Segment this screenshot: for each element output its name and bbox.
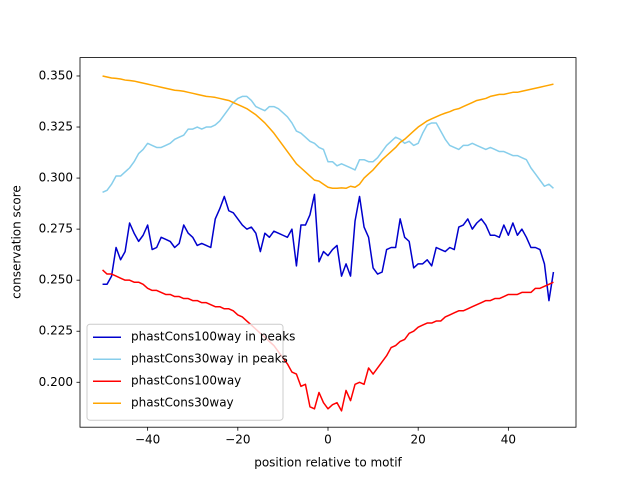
legend-box [86,323,284,421]
data-line [102,193,555,302]
y-tick-label: 0.350 [39,68,73,82]
y-axis-label: conservation score [10,185,24,299]
data-line [102,95,554,194]
data-line [102,75,554,190]
x-axis-label: position relative to motif [254,456,402,470]
x-tick-label: 20 [411,433,426,447]
x-tick-label: −20 [225,433,250,447]
y-tick-label: 0.250 [39,273,73,287]
legend-label: phastCons100way [131,374,241,388]
legend-label: phastCons30way in peaks [131,352,288,366]
data-line [102,269,554,412]
y-tick-label: 0.275 [39,222,73,236]
x-tick-label: 40 [501,433,516,447]
y-tick-label: 0.225 [39,324,73,338]
x-tick-label: 0 [324,433,332,447]
y-tick-label: 0.325 [39,120,73,134]
y-tick-label: 0.300 [39,171,73,185]
legend-label: phastCons30way [131,396,234,410]
x-tick-label: −40 [135,433,160,447]
y-tick-label: 0.200 [39,375,73,389]
legend-label: phastCons100way in peaks [131,330,295,344]
